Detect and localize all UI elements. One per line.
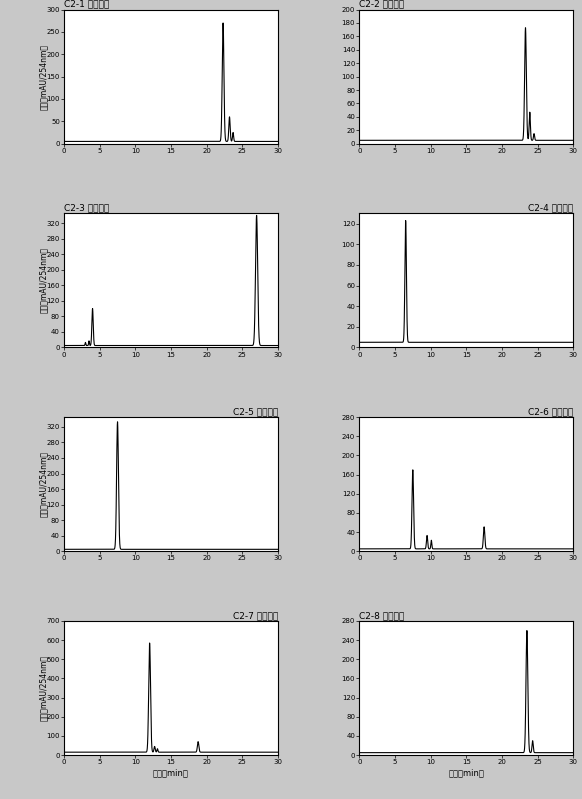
Text: C2-1 柱检测器: C2-1 柱检测器 — [64, 0, 109, 9]
Text: C2-4 柱检测器: C2-4 柱检测器 — [528, 204, 573, 213]
Text: C2-3 柱检测器: C2-3 柱检测器 — [64, 204, 109, 213]
Text: C2-8 柱检测器: C2-8 柱检测器 — [359, 611, 404, 620]
Text: C2-5 柱检测器: C2-5 柱检测器 — [233, 407, 278, 416]
X-axis label: 时间（min）: 时间（min） — [448, 768, 484, 777]
Text: C2-7 柱检测器: C2-7 柱检测器 — [233, 611, 278, 620]
Y-axis label: 吸收（mAU/254nm）: 吸收（mAU/254nm） — [39, 44, 48, 109]
Text: C2-6 柱检测器: C2-6 柱检测器 — [528, 407, 573, 416]
X-axis label: 时间（min）: 时间（min） — [153, 768, 189, 777]
Y-axis label: 吸收（mAU/254nm）: 吸收（mAU/254nm） — [39, 248, 48, 313]
Y-axis label: 吸收（mAU/254nm）: 吸收（mAU/254nm） — [39, 451, 48, 517]
Text: C2-2 柱检测器: C2-2 柱检测器 — [359, 0, 404, 9]
Y-axis label: 吸收（mAU/254nm）: 吸收（mAU/254nm） — [39, 655, 48, 721]
